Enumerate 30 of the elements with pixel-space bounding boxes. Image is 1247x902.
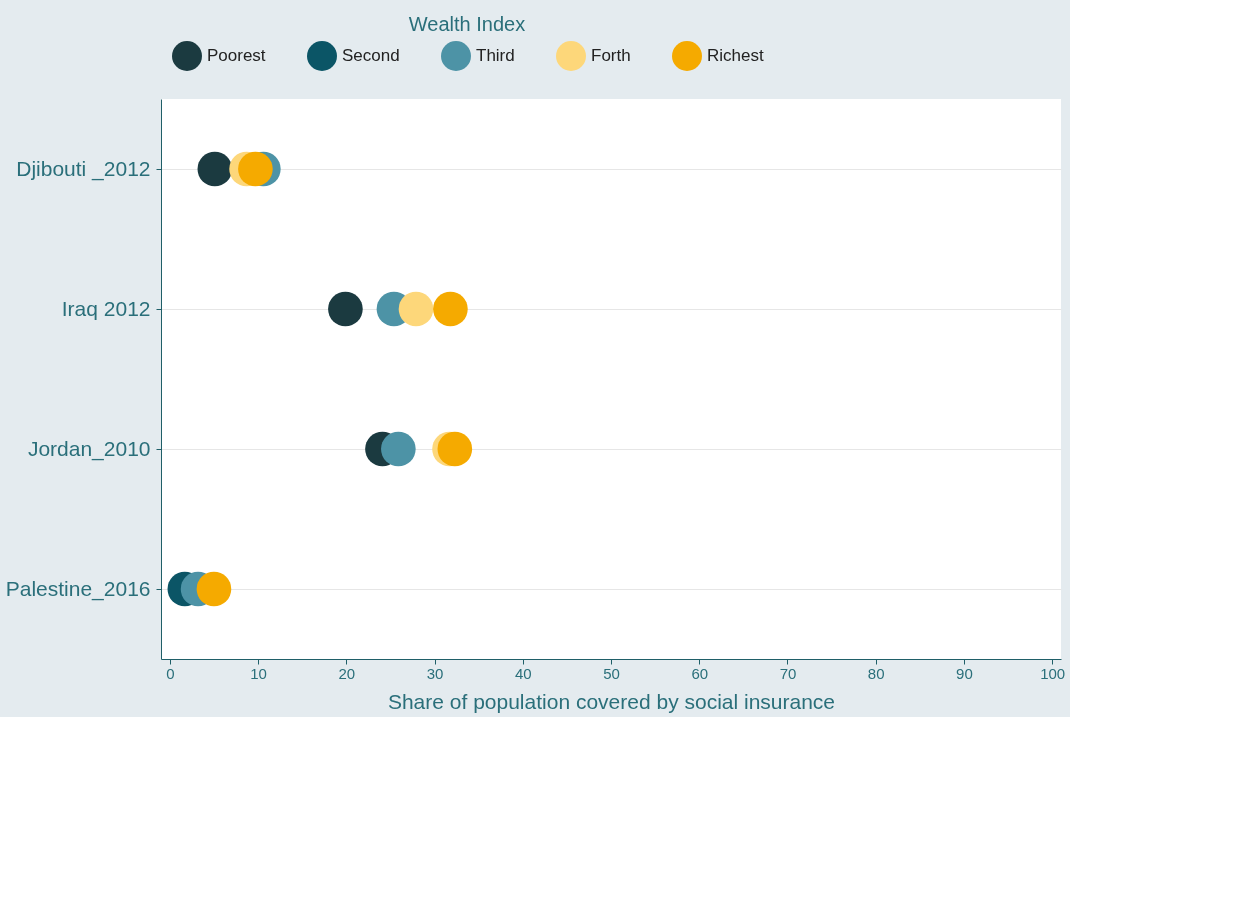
x-tick-label: 10 [250,664,267,682]
y-tick-label: Djibouti _2012 [16,156,151,181]
point [328,291,363,327]
x-tick-label: 60 [691,664,709,682]
x-tick-label: 90 [956,664,973,682]
legend-label: Poorest [207,46,266,65]
point [196,571,232,607]
x-tick-label: 0 [166,664,175,682]
y-tick-label: Jordan_2010 [27,436,151,461]
point [238,151,273,187]
legend-label: Richest [707,46,764,65]
y-tick-label: Iraq 2012 [61,296,151,320]
x-tick-label: 50 [603,664,620,682]
point [381,431,416,467]
x-tick-label: 30 [426,664,444,682]
legend-label: Forth [591,46,631,65]
x-tick-label: 80 [867,664,885,682]
x-tick-label: 70 [779,664,797,682]
x-tick-label: 20 [338,664,356,682]
legend-label: Third [476,46,515,65]
x-tick-label: 40 [514,664,532,682]
point [197,151,233,187]
point [433,291,468,327]
legend-label: Second [342,46,400,65]
x-axis-title: Share of population covered by social insurance [387,689,836,713]
x-tick-label: 100 [1040,664,1066,682]
legend-title: Wealth Index [408,13,526,35]
y-tick-label: Palestine_2016 [5,576,151,601]
point [398,291,434,327]
point [437,431,473,467]
